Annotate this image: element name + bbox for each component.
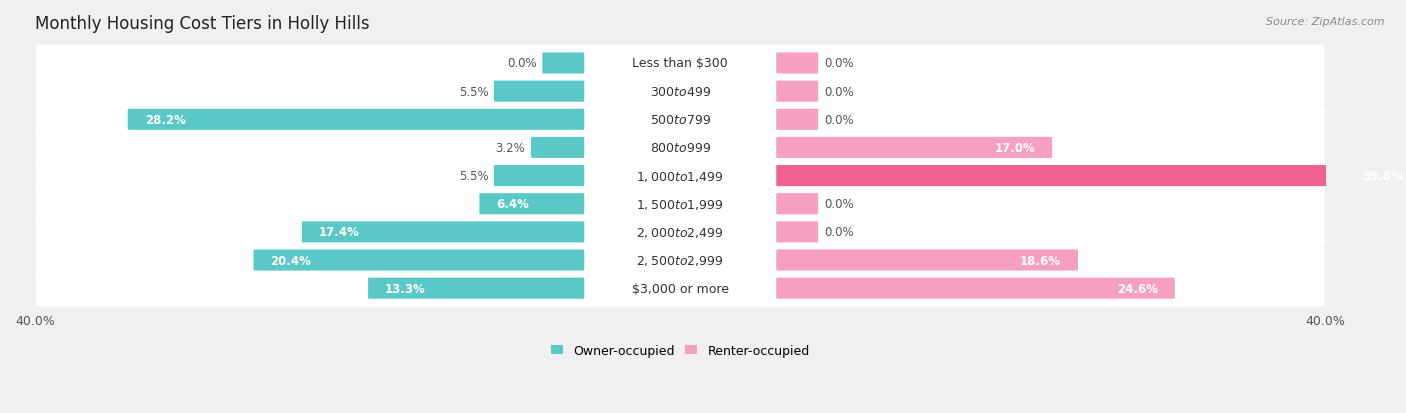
FancyBboxPatch shape xyxy=(776,53,818,74)
FancyBboxPatch shape xyxy=(35,158,1324,195)
Text: Less than $300: Less than $300 xyxy=(633,57,728,70)
FancyBboxPatch shape xyxy=(776,166,1406,187)
Text: 39.8%: 39.8% xyxy=(1362,170,1403,183)
FancyBboxPatch shape xyxy=(776,250,1078,271)
FancyBboxPatch shape xyxy=(776,278,1175,299)
FancyBboxPatch shape xyxy=(253,250,585,271)
FancyBboxPatch shape xyxy=(35,102,1324,138)
FancyBboxPatch shape xyxy=(35,130,1324,166)
Legend: Owner-occupied, Renter-occupied: Owner-occupied, Renter-occupied xyxy=(546,339,814,362)
Text: 13.3%: 13.3% xyxy=(385,282,426,295)
Text: 0.0%: 0.0% xyxy=(824,226,853,239)
Text: $300 to $499: $300 to $499 xyxy=(650,85,711,98)
FancyBboxPatch shape xyxy=(776,222,818,243)
FancyBboxPatch shape xyxy=(776,81,818,102)
Text: $3,000 or more: $3,000 or more xyxy=(631,282,728,295)
Text: 5.5%: 5.5% xyxy=(458,170,488,183)
Text: $2,000 to $2,499: $2,000 to $2,499 xyxy=(637,225,724,239)
Text: Source: ZipAtlas.com: Source: ZipAtlas.com xyxy=(1267,17,1385,26)
Text: 0.0%: 0.0% xyxy=(824,114,853,126)
Text: 0.0%: 0.0% xyxy=(824,85,853,98)
FancyBboxPatch shape xyxy=(35,74,1324,110)
FancyBboxPatch shape xyxy=(368,278,585,299)
Text: 0.0%: 0.0% xyxy=(824,198,853,211)
FancyBboxPatch shape xyxy=(35,186,1324,223)
Text: 0.0%: 0.0% xyxy=(508,57,537,70)
Text: 3.2%: 3.2% xyxy=(496,142,526,154)
FancyBboxPatch shape xyxy=(35,242,1324,279)
FancyBboxPatch shape xyxy=(494,166,585,187)
FancyBboxPatch shape xyxy=(776,194,818,215)
FancyBboxPatch shape xyxy=(35,45,1324,82)
Text: $800 to $999: $800 to $999 xyxy=(650,142,711,154)
FancyBboxPatch shape xyxy=(302,222,585,243)
Text: $1,500 to $1,999: $1,500 to $1,999 xyxy=(637,197,724,211)
FancyBboxPatch shape xyxy=(128,109,585,131)
Text: 18.6%: 18.6% xyxy=(1019,254,1062,267)
FancyBboxPatch shape xyxy=(531,138,585,159)
Text: 0.0%: 0.0% xyxy=(824,57,853,70)
Text: 17.0%: 17.0% xyxy=(994,142,1035,154)
Text: 28.2%: 28.2% xyxy=(145,114,186,126)
FancyBboxPatch shape xyxy=(543,53,585,74)
FancyBboxPatch shape xyxy=(35,214,1324,251)
Text: $500 to $799: $500 to $799 xyxy=(650,114,711,126)
Text: Monthly Housing Cost Tiers in Holly Hills: Monthly Housing Cost Tiers in Holly Hill… xyxy=(35,15,370,33)
Text: 6.4%: 6.4% xyxy=(496,198,529,211)
FancyBboxPatch shape xyxy=(494,81,585,102)
Text: 24.6%: 24.6% xyxy=(1116,282,1157,295)
Text: $1,000 to $1,499: $1,000 to $1,499 xyxy=(637,169,724,183)
Text: 17.4%: 17.4% xyxy=(319,226,360,239)
Text: $2,500 to $2,999: $2,500 to $2,999 xyxy=(637,254,724,267)
Text: 5.5%: 5.5% xyxy=(458,85,488,98)
FancyBboxPatch shape xyxy=(479,194,585,215)
Text: 20.4%: 20.4% xyxy=(270,254,311,267)
FancyBboxPatch shape xyxy=(35,270,1324,307)
FancyBboxPatch shape xyxy=(776,138,1052,159)
FancyBboxPatch shape xyxy=(776,109,818,131)
